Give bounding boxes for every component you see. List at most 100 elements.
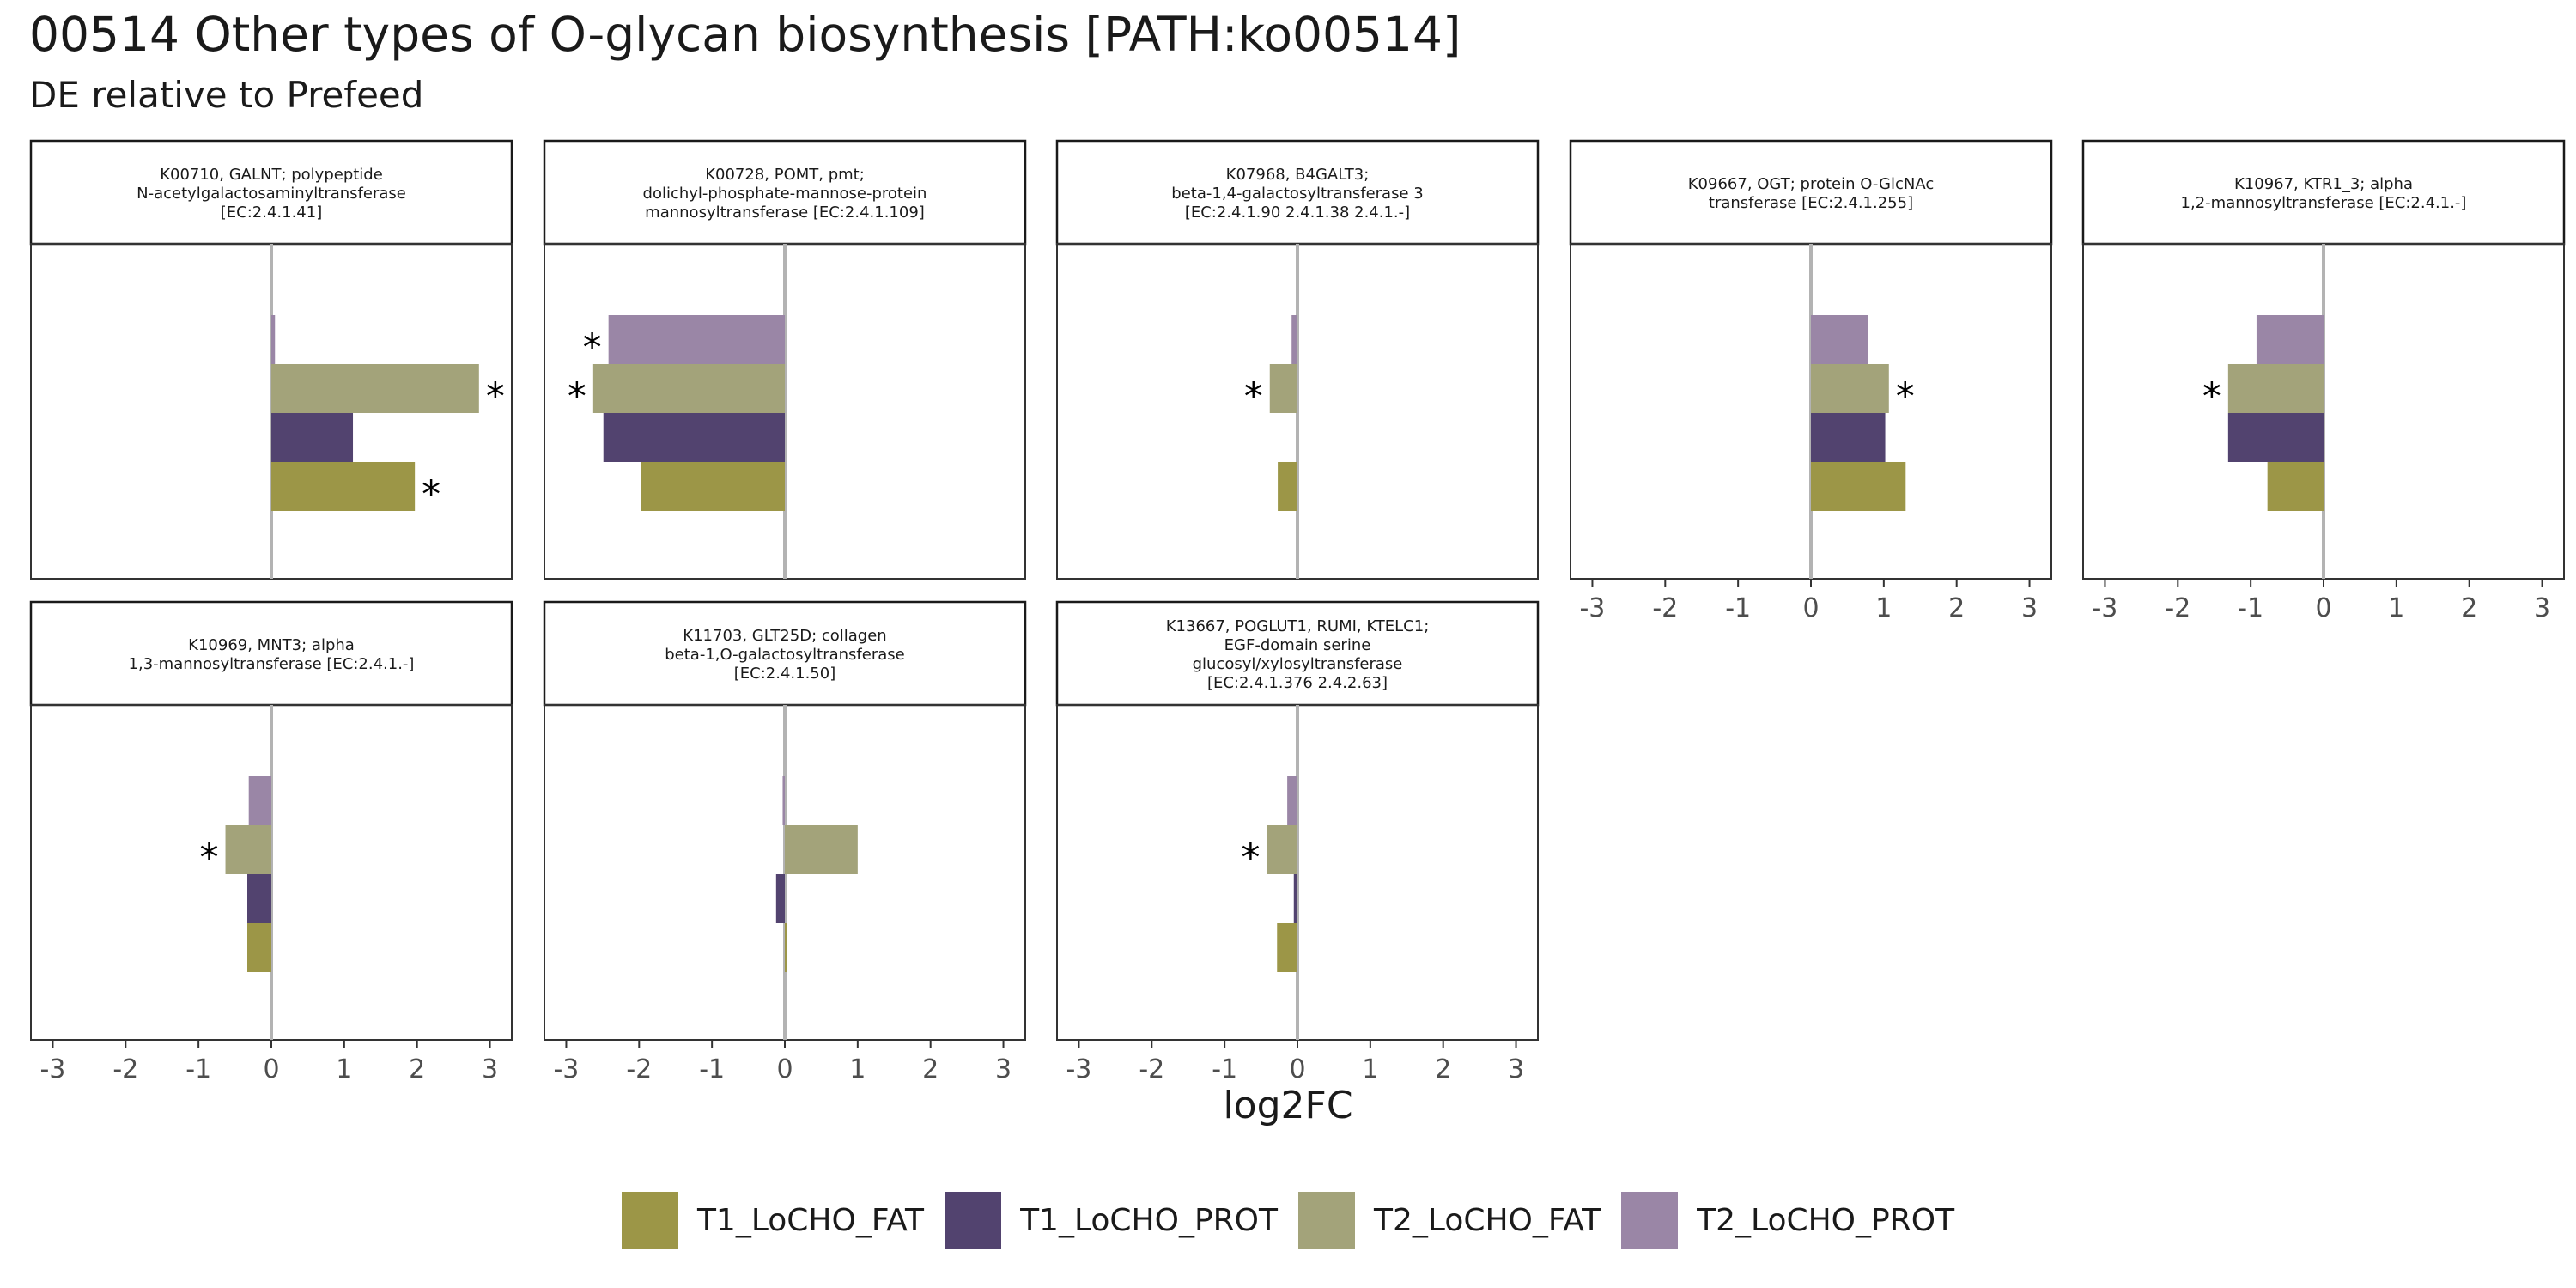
x-tick-label: 2 [922, 1054, 939, 1084]
facet-strip [543, 139, 1027, 246]
facet-strip [1055, 600, 1540, 707]
bar-t2-locho-prot [271, 315, 276, 364]
x-tick-label: -2 [626, 1054, 652, 1084]
facet-panel: K10969, MNT3; alpha1,3-mannosyltransfera… [29, 600, 513, 1084]
x-tick-label: 1 [1875, 593, 1892, 623]
facet-panel: K00728, POMT, pmt;dolichyl-phosphate-man… [543, 139, 1027, 580]
facet-strip-text: K00710, GALNT; polypeptide [160, 166, 383, 184]
bar-t1-locho-fat [641, 462, 785, 511]
facet-panel: K07968, B4GALT3;beta-1,4-galactosyltrans… [1055, 139, 1540, 580]
significance-marker: * [568, 375, 586, 419]
x-tick-label: -2 [1139, 1054, 1164, 1084]
facet-strip-text: mannosyltransferase [EC:2.4.1.109] [645, 204, 925, 222]
bar-t2-locho-prot [2256, 315, 2324, 364]
facet-strip-text: transferase [EC:2.4.1.255] [1709, 194, 1913, 212]
significance-marker: * [422, 473, 440, 517]
facet-panel: K13667, POGLUT1, RUMI, KTELC1;EGF-domain… [1055, 600, 1540, 1084]
legend-label: T1_LoCHO_FAT [696, 1202, 925, 1238]
x-tick-label: 3 [2534, 593, 2550, 623]
x-tick-label: 3 [995, 1054, 1012, 1084]
x-tick-label: -3 [2092, 593, 2117, 623]
facet-panel: K09667, OGT; protein O-GlcNActransferase… [1569, 139, 2053, 623]
bar-t2-locho-fat [785, 825, 858, 874]
bar-t1-locho-prot [1293, 874, 1297, 923]
legend-swatch [1298, 1192, 1355, 1249]
facet-strip [1055, 139, 1540, 246]
legend-label: T2_LoCHO_PROT [1697, 1202, 1955, 1238]
facet-strip-text: K11703, GLT25D; collagen [683, 627, 886, 645]
x-tick-label: -1 [1725, 593, 1751, 623]
bar-t2-locho-fat [225, 825, 271, 874]
legend-label: T2_LoCHO_FAT [1374, 1202, 1601, 1238]
facet-strip-text: [EC:2.4.1.376 2.4.2.63] [1207, 674, 1388, 692]
bar-t1-locho-fat [271, 462, 416, 511]
facet-strip [543, 600, 1027, 707]
x-tick-label: 2 [1948, 593, 1965, 623]
bar-t1-locho-fat [1277, 923, 1297, 972]
bar-t2-locho-prot [1811, 315, 1868, 364]
x-tick-label: -1 [699, 1054, 725, 1084]
facet-strip [1569, 139, 2053, 246]
bar-t1-locho-prot [247, 874, 271, 923]
x-tick-label: 3 [2021, 593, 2038, 623]
x-tick-label: -2 [1652, 593, 1678, 623]
facet-strip [2081, 139, 2566, 246]
facet-strip-text: [EC:2.4.1.50] [734, 665, 835, 683]
significance-marker: * [583, 326, 602, 370]
facet-strip-text: K10969, MNT3; alpha [188, 636, 355, 654]
x-tick-label: 0 [2315, 593, 2331, 623]
facet-strip-text: K07968, B4GALT3; [1226, 166, 1370, 184]
facet-strip-text: [EC:2.4.1.41] [221, 204, 322, 222]
bar-t2-locho-prot [1291, 315, 1297, 364]
bar-t2-locho-prot [608, 315, 785, 364]
facet-strip-text: beta-1,4-galactosyltransferase 3 [1171, 185, 1423, 203]
legend-label: T1_LoCHO_PROT [1020, 1202, 1278, 1238]
x-tick-label: -3 [1066, 1054, 1091, 1084]
x-tick-label: -1 [1212, 1054, 1237, 1084]
x-tick-label: 2 [409, 1054, 425, 1084]
legend-item-t1-locho-prot: T1_LoCHO_PROT [945, 1192, 1278, 1249]
x-tick-label: -3 [553, 1054, 579, 1084]
bar-t2-locho-fat [1811, 364, 1889, 413]
significance-marker: * [1244, 375, 1263, 419]
bar-t2-locho-fat [1267, 825, 1297, 874]
facet-strip-text: 1,3-mannosyltransferase [EC:2.4.1.-] [129, 655, 415, 673]
facet-panel: K10967, KTR1_3; alpha1,2-mannosyltransfe… [2081, 139, 2566, 623]
significance-marker: * [1896, 375, 1915, 419]
bar-t1-locho-fat [1811, 462, 1906, 511]
legend-item-t1-locho-fat: T1_LoCHO_FAT [621, 1192, 925, 1249]
significance-marker: * [2202, 375, 2221, 419]
bar-t1-locho-prot [2227, 413, 2324, 462]
legend-swatch [945, 1192, 1002, 1249]
x-tick-label: 1 [2388, 593, 2404, 623]
x-tick-label: 0 [1802, 593, 1819, 623]
legend-item-t2-locho-fat: T2_LoCHO_FAT [1298, 1192, 1601, 1249]
bar-t2-locho-fat [2227, 364, 2324, 413]
bar-t2-locho-prot [1287, 776, 1297, 825]
facet-strip-text: K00728, POMT, pmt; [705, 166, 865, 184]
x-tick-label: 2 [1435, 1054, 1451, 1084]
significance-marker: * [486, 375, 505, 419]
bar-t1-locho-fat [785, 923, 787, 972]
legend-item-t2-locho-prot: T2_LoCHO_PROT [1621, 1192, 1954, 1249]
facet-strip-text: N-acetylgalactosaminyltransferase [137, 185, 406, 203]
bar-t2-locho-fat [1269, 364, 1297, 413]
facet-strip-text: K09667, OGT; protein O-GlcNAc [1688, 175, 1935, 193]
legend-swatch [621, 1192, 678, 1249]
x-axis-label: log2FC [1223, 1084, 1353, 1127]
facet-strip [29, 600, 513, 707]
significance-marker: * [200, 836, 219, 880]
bar-t1-locho-prot [603, 413, 785, 462]
facet-strip-text: K10967, KTR1_3; alpha [2234, 175, 2413, 193]
facet-strip-text: dolichyl-phosphate-mannose-protein [643, 185, 927, 203]
facet-strip-text: EGF-domain serine [1224, 636, 1371, 654]
bar-t1-locho-fat [247, 923, 271, 972]
facet-panel: K00710, GALNT; polypeptideN-acetylgalact… [29, 139, 513, 580]
bar-t2-locho-fat [271, 364, 479, 413]
bar-t1-locho-fat [1278, 462, 1297, 511]
x-tick-label: 1 [849, 1054, 866, 1084]
chart-subtitle: DE relative to Prefeed [29, 74, 424, 116]
facet-strip-text: glucosyl/xylosyltransferase [1193, 655, 1403, 673]
bar-t1-locho-prot [775, 874, 785, 923]
facet-panel: K11703, GLT25D; collagenbeta-1,O-galacto… [543, 600, 1027, 1084]
